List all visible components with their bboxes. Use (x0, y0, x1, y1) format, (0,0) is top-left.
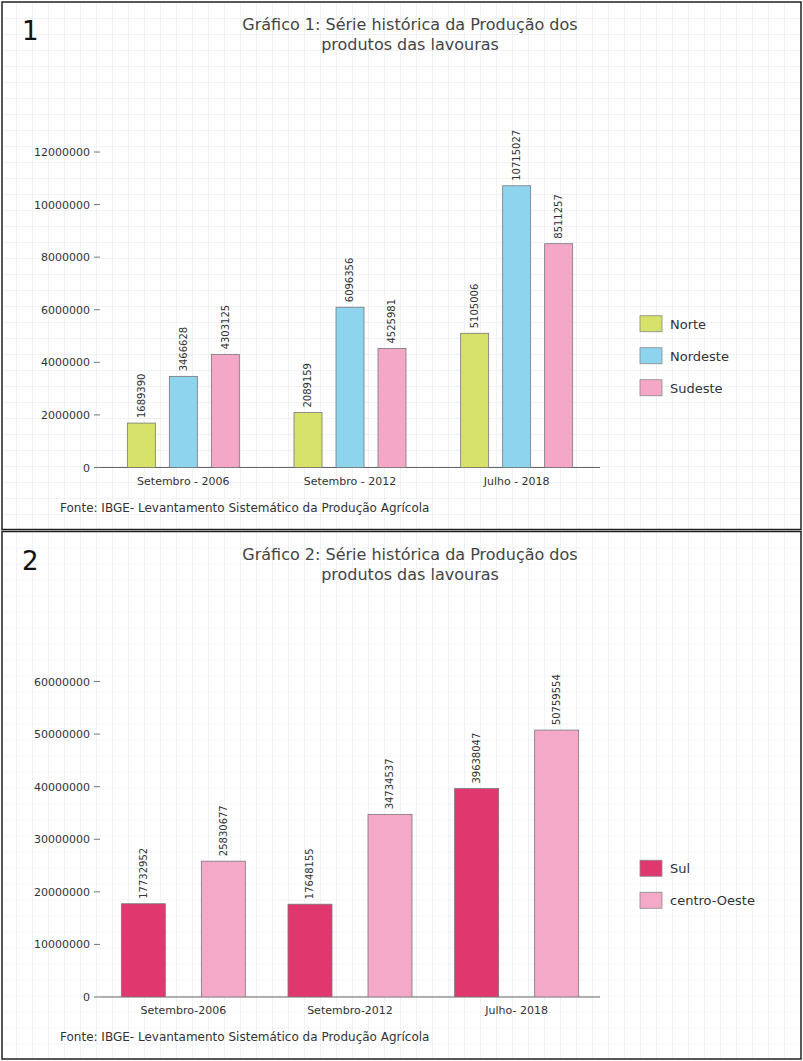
y-tick (94, 681, 100, 682)
y-tick-label: 12000000 (34, 146, 90, 159)
data-label: 4303125 (220, 305, 231, 350)
x-axis (100, 996, 600, 997)
bar (121, 904, 165, 997)
bar (455, 789, 499, 997)
page: 1 Gráfico 1: Série histórica da Produção … (0, 0, 803, 1061)
y-tick (94, 839, 100, 840)
panel-label: 1 (22, 16, 39, 46)
y-tick (94, 944, 100, 945)
y-tick-label: 60000000 (34, 676, 90, 689)
panel: 1 Gráfico 1: Série histórica da Produção … (2, 2, 801, 530)
y-tick-label: 0 (83, 462, 90, 475)
y-tick-label: 30000000 (34, 833, 90, 846)
data-label: 25830677 (218, 805, 229, 856)
legend-label: Sudeste (670, 381, 723, 396)
bar (535, 730, 579, 997)
y-tick (94, 891, 100, 892)
legend-swatch (640, 380, 662, 396)
y-tick-label: 20000000 (34, 886, 90, 899)
y-tick-label: 50000000 (34, 728, 90, 741)
bars (121, 730, 578, 997)
data-label: 6096356 (345, 258, 356, 303)
y-tick (94, 204, 100, 205)
bar (336, 307, 364, 467)
data-label: 34734537 (385, 758, 396, 809)
legend-label: centro-Oeste (670, 893, 755, 908)
legend-label: Nordeste (670, 349, 729, 364)
y-tick (94, 997, 100, 998)
data-label: 4525981 (387, 299, 398, 344)
bar (169, 376, 197, 467)
y-tick-label: 4000000 (41, 356, 90, 369)
panel-frame (2, 532, 801, 1060)
data-label: 10715027 (511, 130, 522, 181)
legend-swatch (640, 348, 662, 364)
bars (127, 186, 572, 468)
data-label: 5105006 (469, 284, 480, 329)
y-tick (94, 257, 100, 258)
bar (461, 333, 489, 467)
y-tick-label: 2000000 (41, 409, 90, 422)
data-label: 2089159 (303, 363, 314, 408)
bar (201, 861, 245, 997)
title: Gráfico 1: Série histórica da Produção d… (242, 15, 577, 54)
data-labels: 1689390 2089159 5105006 3466628 6096356 10715… (136, 130, 564, 418)
y-tick-label: 10000000 (34, 199, 90, 212)
source-note: Fonte: IBGE- Levantamento Sistemático da… (60, 501, 429, 515)
legend-swatch (640, 892, 662, 908)
y-tick-label: 10000000 (34, 938, 90, 951)
bar (294, 413, 322, 468)
data-label: 50759554 (551, 674, 562, 725)
source-note: Fonte: IBGE- Levantamento Sistemático da… (60, 1030, 429, 1044)
y-tick (94, 467, 100, 468)
legend-swatch (640, 860, 662, 876)
bar (288, 904, 332, 997)
bar (368, 814, 412, 997)
x-tick-label: Setembro-2012 (307, 1004, 393, 1017)
y-tick-label: 8000000 (41, 251, 90, 264)
y-tick-label: 40000000 (34, 781, 90, 794)
x-tick-label: Setembro-2006 (140, 1004, 226, 1017)
bar (127, 423, 155, 467)
x-tick-label: Julho - 2018 (483, 475, 550, 488)
legend-label: Norte (670, 317, 706, 332)
legend-swatch (640, 316, 662, 332)
data-label: 1689390 (136, 374, 147, 419)
x-tick-label: Setembro - 2012 (304, 475, 397, 488)
y-tick-label: 6000000 (41, 304, 90, 317)
y-tick (94, 309, 100, 310)
data-label: 17732952 (138, 848, 149, 899)
y-tick-label: 0 (83, 991, 90, 1004)
panel-label: 2 (22, 546, 39, 576)
bar (545, 244, 573, 468)
data-label: 17648155 (305, 848, 316, 899)
bar (378, 349, 406, 468)
panel: 2 Gráfico 2: Série histórica da Produção … (2, 532, 801, 1060)
bar (211, 354, 239, 467)
y-tick (94, 152, 100, 153)
data-label: 39638047 (471, 733, 482, 784)
legend-label: Sul (670, 861, 690, 876)
data-label: 3466628 (178, 327, 189, 372)
y-tick (94, 414, 100, 415)
y-tick (94, 786, 100, 787)
y-tick (94, 362, 100, 363)
data-label: 8511257 (553, 194, 564, 239)
x-tick-label: Julho- 2018 (484, 1004, 548, 1017)
x-tick-label: Setembro - 2006 (137, 475, 230, 488)
title: Gráfico 2: Série histórica da Produção d… (242, 545, 577, 584)
data-labels: 17732952 17648155 39638047 25830677 34734537… (138, 674, 562, 899)
panel-frame (2, 2, 801, 530)
y-tick (94, 734, 100, 735)
bar (503, 186, 531, 468)
